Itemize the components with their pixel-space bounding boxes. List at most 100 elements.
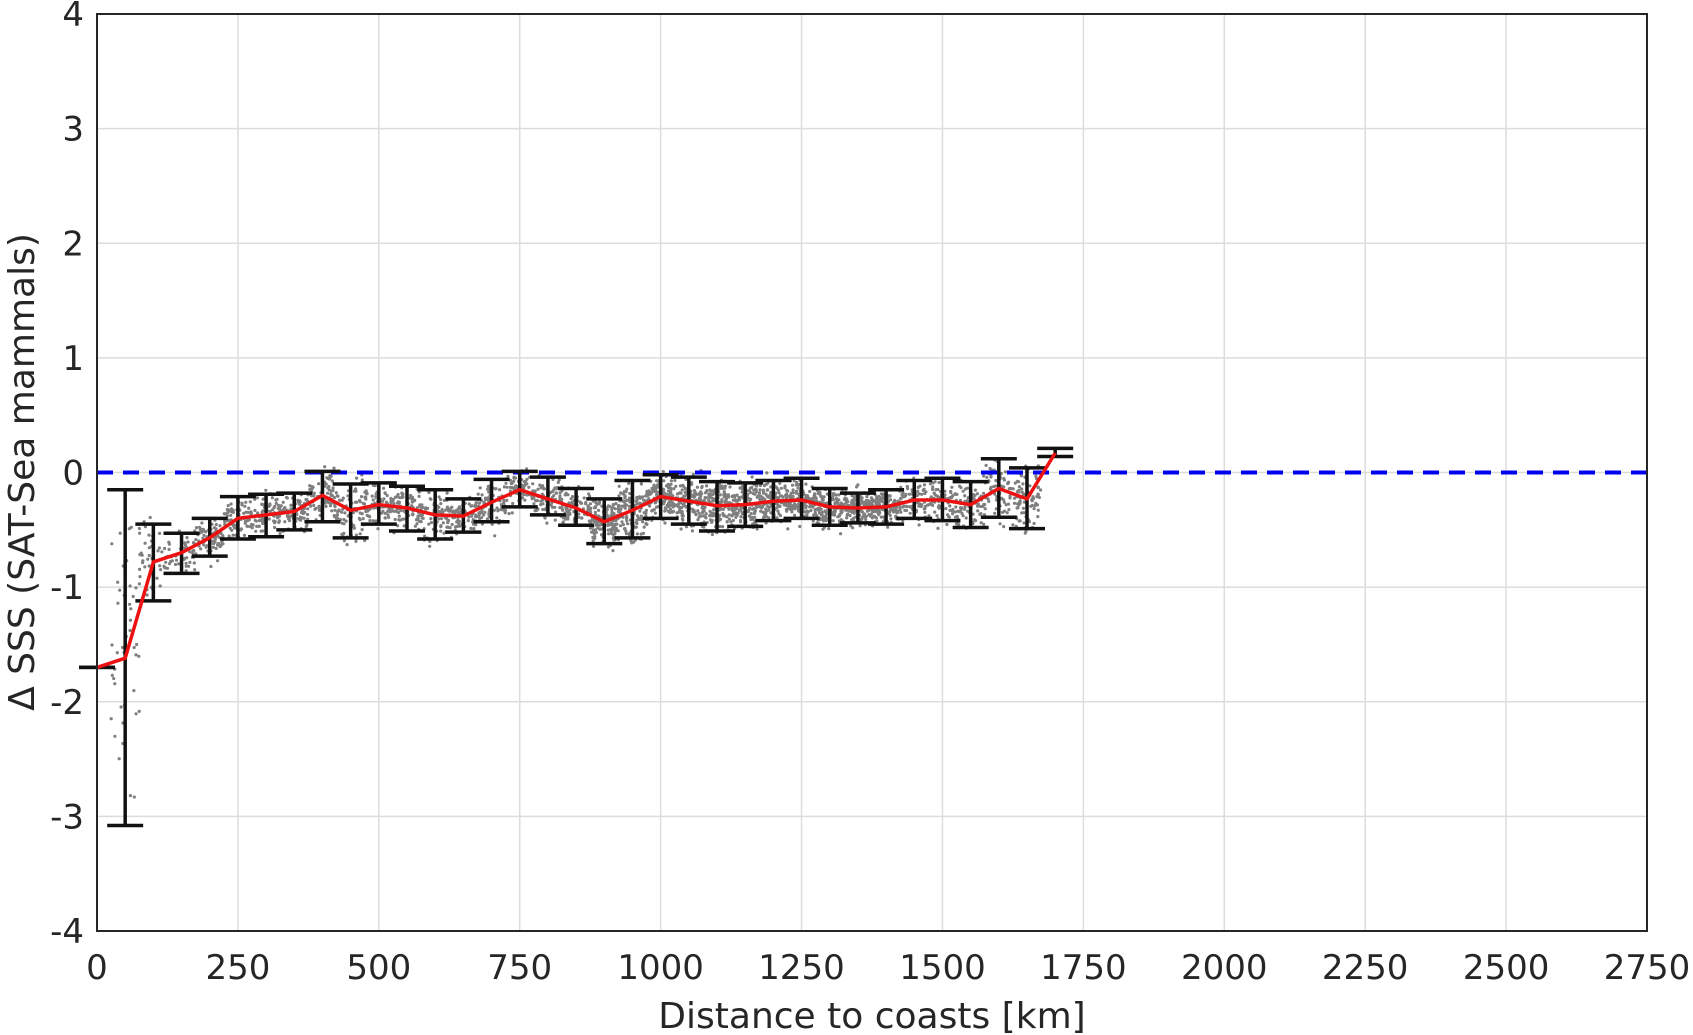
scatter-point (975, 492, 980, 496)
scatter-point (1011, 523, 1015, 527)
scatter-point (402, 524, 406, 528)
scatter-point (474, 513, 478, 517)
scatter-point (859, 509, 863, 513)
scatter-point (305, 523, 309, 527)
scatter-point (596, 526, 600, 530)
scatter-point (389, 501, 393, 505)
scatter-point (493, 534, 497, 538)
mean-line-group (96, 452, 1057, 670)
scatter-point (239, 528, 243, 532)
scatter-point (617, 506, 621, 510)
scatter-point (539, 499, 543, 503)
scatter-point (340, 510, 344, 514)
scatter-point (963, 507, 967, 511)
scatter-point (879, 515, 883, 519)
scatter-point (606, 504, 611, 508)
scatter-point (948, 508, 952, 512)
scatter-point (1003, 470, 1008, 474)
scatter-point (765, 482, 769, 486)
scatter-point (662, 491, 667, 495)
scatter-point (623, 494, 627, 498)
scatter-point (808, 489, 812, 494)
scatter-point (698, 496, 702, 500)
scatter-point (727, 517, 732, 521)
scatter-point (1020, 490, 1024, 494)
scatter-point (420, 503, 424, 507)
scatter-point (410, 504, 414, 508)
scatter-point (950, 509, 955, 513)
scatter-point (704, 512, 708, 516)
scatter-point (436, 505, 441, 509)
scatter-point (541, 486, 545, 490)
scatter-point (907, 492, 912, 496)
scatter-point (200, 521, 204, 525)
scatter-point (723, 486, 727, 490)
scatter-point (167, 542, 171, 546)
scatter-point (655, 483, 660, 487)
scatter-point (786, 489, 790, 493)
scatter-point (814, 496, 818, 500)
scatter-point (527, 485, 531, 489)
scatter-point (766, 505, 770, 509)
scatter-point (469, 526, 473, 531)
scatter-point (115, 651, 119, 655)
scatter-point (663, 521, 667, 525)
scatter-point (313, 507, 317, 511)
scatter-point (611, 503, 615, 507)
scatter-point (931, 481, 935, 485)
scatter-point (1021, 482, 1025, 486)
scatter-point (392, 509, 396, 513)
scatter-point (874, 501, 878, 505)
scatter-point (476, 492, 480, 496)
scatter-point (188, 560, 192, 565)
scatter-point (645, 522, 649, 527)
scatter-point (851, 516, 856, 520)
scatter-point (270, 496, 274, 500)
scatter-point (697, 511, 701, 515)
scatter-point (338, 498, 342, 502)
scatter-point (673, 504, 678, 508)
scatter-point (157, 546, 161, 550)
scatter-point (988, 466, 992, 471)
scatter-point (792, 479, 796, 483)
scatter-point (253, 518, 257, 522)
scatter-point (664, 484, 669, 488)
scatter-point (844, 500, 848, 505)
scatter-point (671, 509, 676, 513)
scatter-point (165, 566, 170, 570)
scatter-point (622, 489, 627, 494)
scatter-point (577, 512, 581, 516)
scatter-point (508, 485, 512, 489)
scatter-point (702, 525, 706, 529)
scatter-point (654, 505, 659, 509)
scatter-point (456, 510, 460, 514)
scatter-point (134, 712, 138, 716)
scatter-point (512, 479, 516, 483)
scatter-point (278, 532, 282, 536)
scatter-point (306, 512, 310, 517)
scatter-point (470, 504, 474, 508)
scatter-point (445, 491, 449, 495)
scatter-point (260, 502, 264, 507)
scatter-point (735, 511, 739, 515)
scatter-point (994, 478, 998, 483)
scatter-point (612, 523, 616, 527)
scatter-point (1030, 498, 1034, 502)
scatter-point (541, 502, 545, 506)
scatter-point (805, 513, 809, 517)
scatter-point (753, 509, 757, 513)
scatter-point (279, 504, 283, 508)
scatter-point (219, 544, 223, 548)
scatter-point (385, 493, 389, 498)
scatter-point (449, 509, 453, 513)
scatter-point (832, 512, 837, 516)
scatter-point (554, 510, 558, 514)
scatter-point (158, 564, 162, 568)
scatter-point (1036, 485, 1040, 489)
scatter-point (362, 502, 367, 506)
scatter-point (836, 515, 840, 519)
scatter-point (1036, 493, 1040, 497)
scatter-point (273, 521, 277, 525)
scatter-point (495, 516, 499, 520)
x-axis-label: Distance to coasts [km] (658, 996, 1085, 1035)
